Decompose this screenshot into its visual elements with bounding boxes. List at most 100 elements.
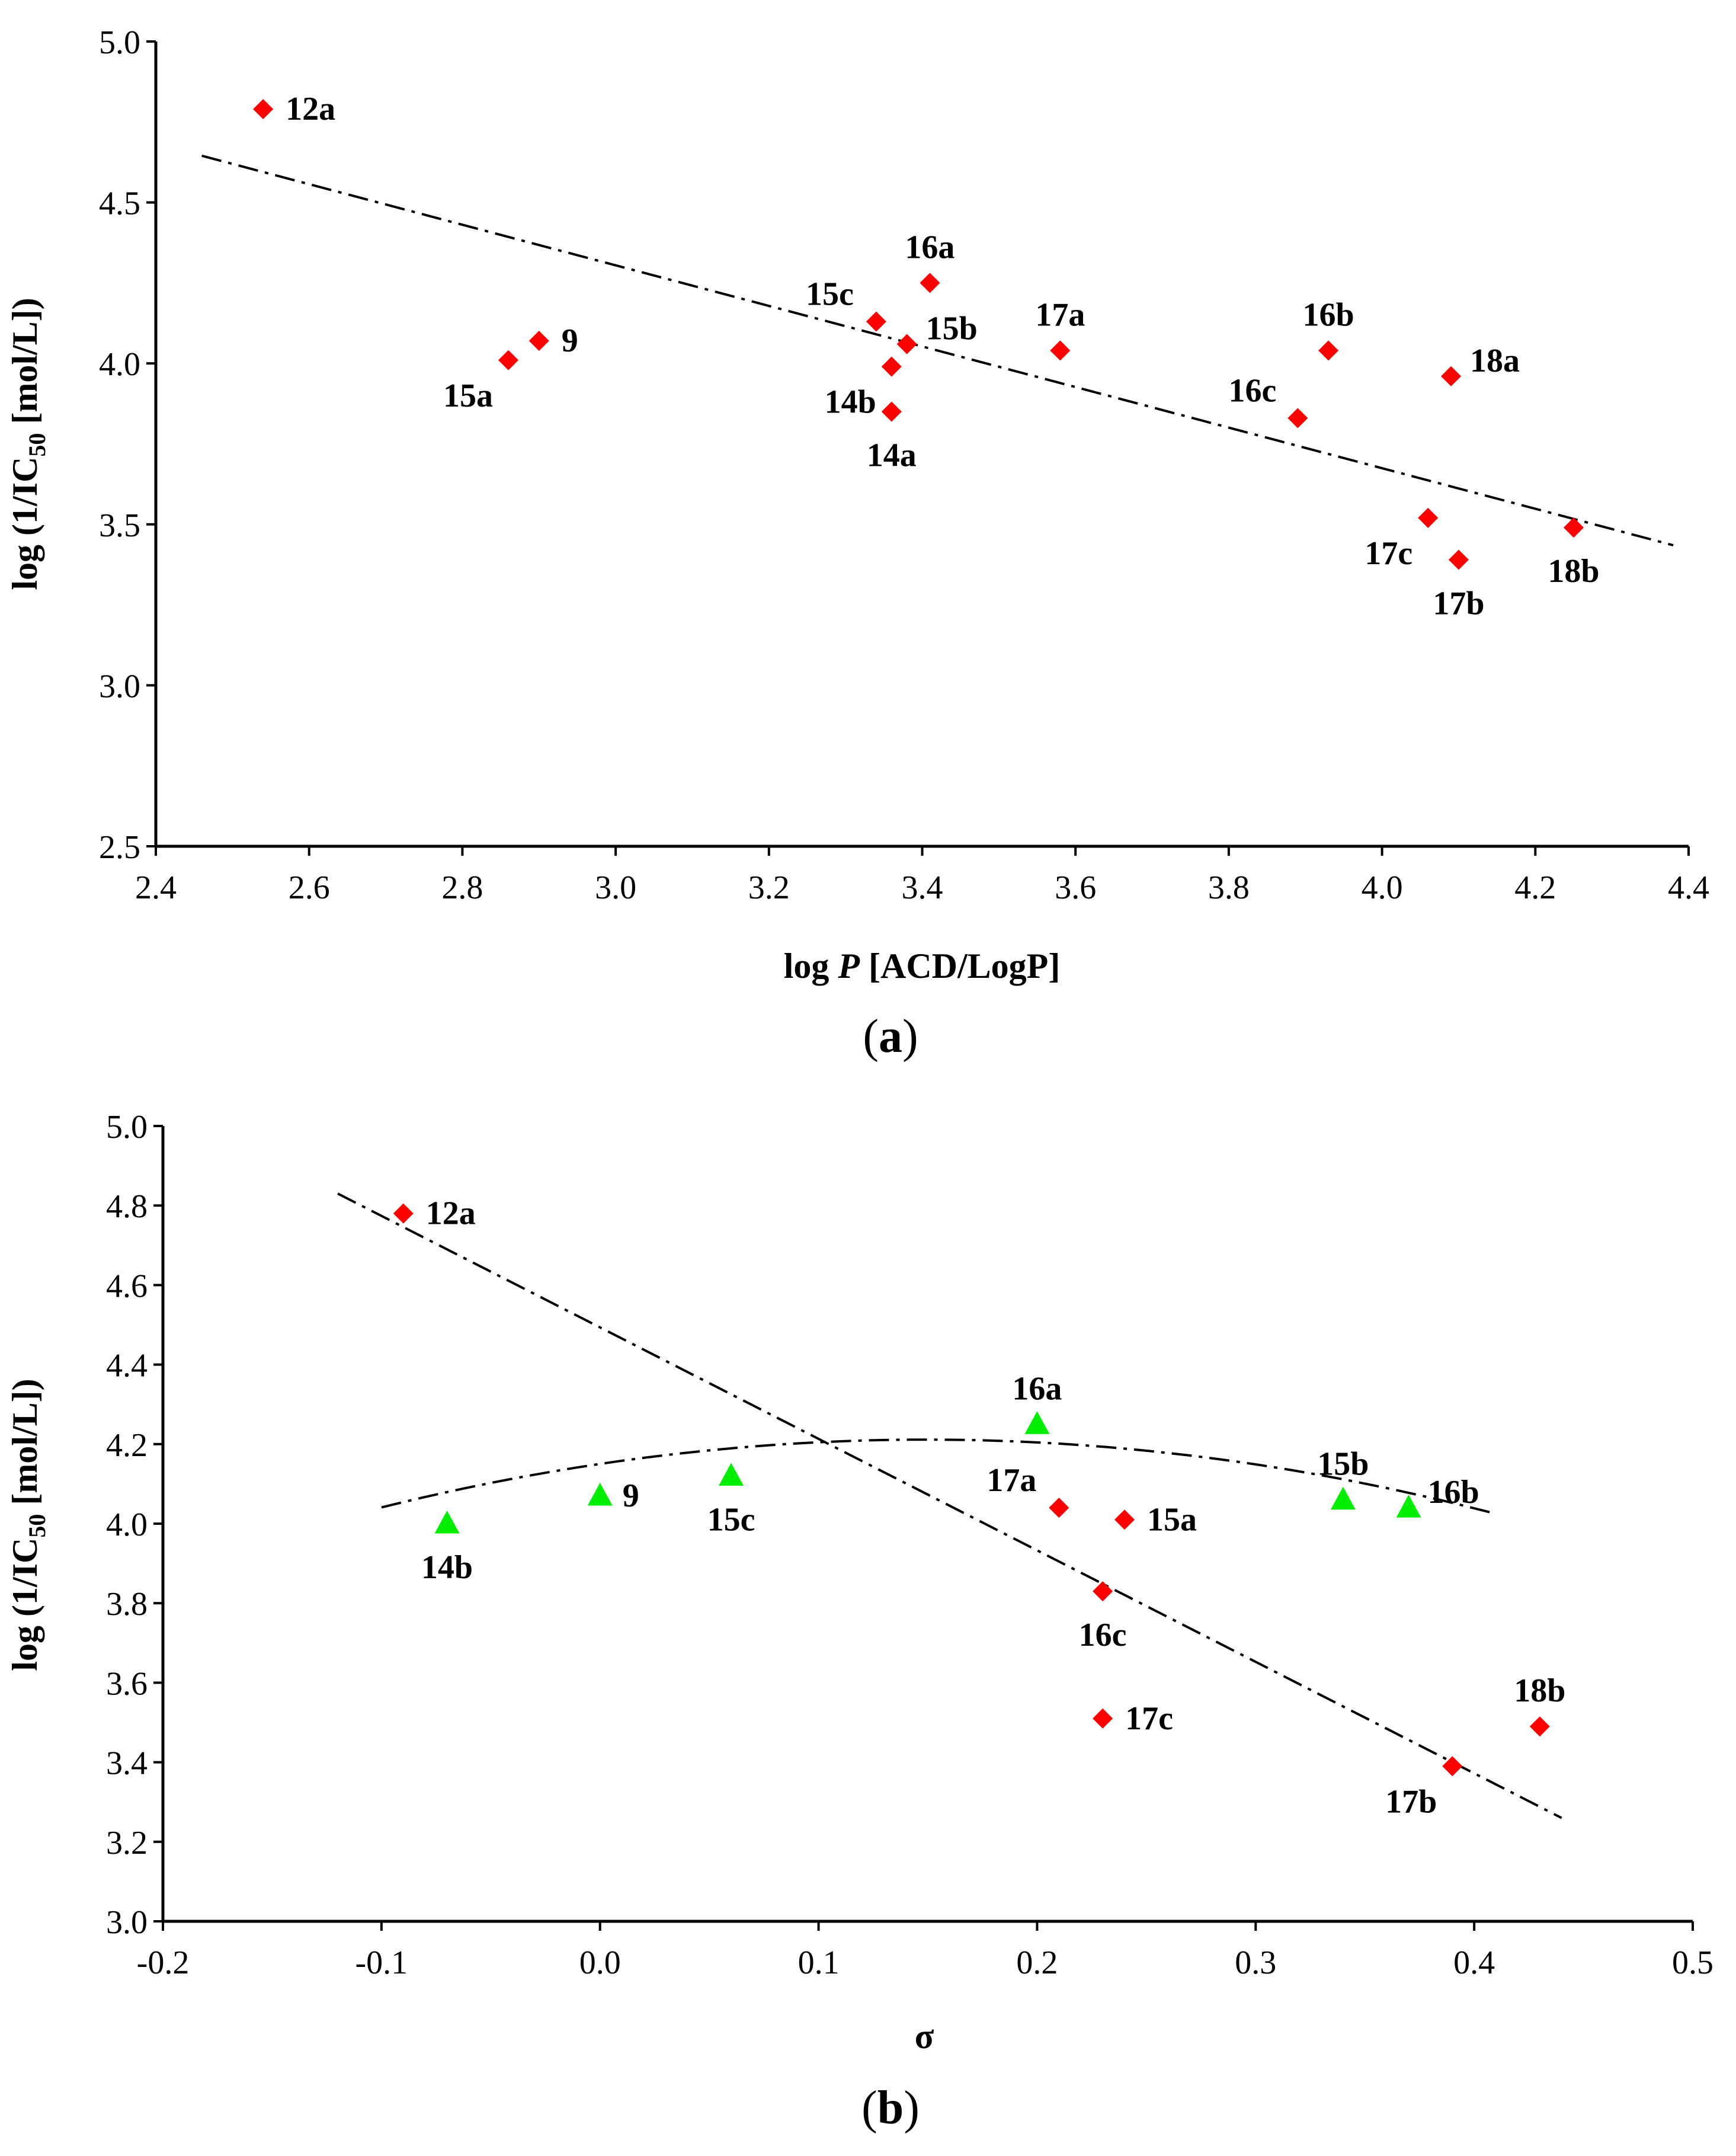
x-tick-label: 3.6 xyxy=(1055,869,1096,906)
point-label-15b: 15b xyxy=(926,311,978,347)
x-tick-label: 3.0 xyxy=(595,869,636,906)
point-label-12a: 12a xyxy=(286,91,335,127)
point-label-16a: 16a xyxy=(1012,1370,1062,1407)
point-label-9: 9 xyxy=(562,322,578,359)
panel-b-points xyxy=(393,1203,1550,1777)
point-label-16c: 16c xyxy=(1228,373,1276,410)
point-label-14a: 14a xyxy=(867,437,917,474)
data-point-diamond-15a xyxy=(1114,1509,1135,1530)
quadratic-trendline xyxy=(381,1438,1497,1515)
point-label-17b: 17b xyxy=(1433,586,1484,622)
data-point-diamond-14a xyxy=(881,401,902,422)
panel-b: 3.0 3.2 3.4 3.6 3.8 4.0 4.2 4.4 4.6 4.8 5.0 -0.2 -0.… xyxy=(5,1109,1713,2134)
x-tick-label: 0.3 xyxy=(1235,1944,1276,1981)
data-point-diamond-18b xyxy=(1529,1716,1550,1737)
y-tick-label: 3.5 xyxy=(99,507,140,544)
point-label-17c: 17c xyxy=(1125,1700,1173,1737)
x-tick-label: 4.4 xyxy=(1668,869,1709,906)
x-tick-label: 0.2 xyxy=(1016,1944,1058,1981)
panel-b-point-labels: 12a 17a 15a 16c 17c 17b 18b 14b 9 15c 16a 15b 16b xyxy=(421,1195,1565,1821)
x-tick-label: 4.2 xyxy=(1514,869,1556,906)
point-label-15a: 15a xyxy=(443,378,493,414)
x-tick-label: 3.8 xyxy=(1208,869,1250,906)
point-label-15c: 15c xyxy=(806,276,854,313)
data-point-diamond-17a xyxy=(1050,340,1071,361)
data-point-diamond-16a xyxy=(920,273,940,293)
data-point-diamond-12a xyxy=(393,1203,414,1224)
y-tick-label: 3.2 xyxy=(106,1825,148,1861)
data-point-diamond-17c xyxy=(1418,507,1439,528)
y-tick-label: 3.6 xyxy=(106,1665,148,1702)
point-label-9: 9 xyxy=(623,1477,639,1514)
data-point-triangle-15b xyxy=(1330,1486,1356,1510)
data-point-diamond-17b xyxy=(1442,1756,1463,1777)
data-point-diamond-18a xyxy=(1441,366,1462,386)
data-point-triangle-16b xyxy=(1396,1495,1421,1518)
panel-a-points xyxy=(253,99,1584,570)
data-point-diamond-16b xyxy=(1318,340,1339,361)
y-tick-label: 3.4 xyxy=(106,1745,148,1782)
panel-a: 2.5 3.0 3.5 4.0 4.5 5.0 2.4 2.6 2.8 3.0 3.2 3.4 3.6 3… xyxy=(5,24,1709,1063)
y-tick-label: 5.0 xyxy=(99,24,140,61)
data-point-diamond-17b xyxy=(1448,549,1469,570)
panel-a-trendlines xyxy=(201,154,1674,547)
data-point-diamond-18b xyxy=(1563,517,1584,538)
panel-a-y-axis-title: log (1/IC50 [mol/L]) xyxy=(5,298,50,590)
x-tick-label: 3.2 xyxy=(748,869,790,906)
x-tick-label: 0.4 xyxy=(1453,1944,1495,1981)
data-point-diamond-12a xyxy=(253,99,274,120)
y-tick-label: 4.6 xyxy=(106,1268,148,1304)
point-label-17c: 17c xyxy=(1365,535,1412,572)
point-label-15a: 15a xyxy=(1147,1501,1197,1538)
point-label-18b: 18b xyxy=(1548,553,1599,590)
point-label-15c: 15c xyxy=(707,1501,755,1538)
x-tick-label: 0.5 xyxy=(1672,1944,1713,1981)
linear-trendline xyxy=(201,154,1674,547)
x-tick-label: 2.6 xyxy=(289,869,330,906)
y-tick-label: 3.8 xyxy=(106,1586,148,1623)
y-tick-label: 4.2 xyxy=(106,1427,148,1464)
data-point-triangle-15c xyxy=(719,1463,744,1486)
x-tick-label: 2.4 xyxy=(135,869,177,906)
panel-a-x-axis-title: log P [ACD/LogP] xyxy=(784,946,1061,986)
data-point-diamond-16c xyxy=(1287,408,1308,428)
data-point-diamond-9 xyxy=(529,331,549,351)
panel-b-x-axis-title: σ xyxy=(915,2017,934,2056)
point-label-18b: 18b xyxy=(1514,1672,1565,1709)
panel-b-label: (b) xyxy=(861,2082,920,2134)
x-tick-label: 3.4 xyxy=(902,869,943,906)
x-tick-label: 0.0 xyxy=(579,1944,621,1981)
y-tick-label: 2.5 xyxy=(99,829,140,866)
point-label-15b: 15b xyxy=(1317,1446,1369,1483)
y-tick-label: 4.8 xyxy=(106,1188,148,1225)
data-point-diamond-15a xyxy=(498,350,519,370)
linear-trendline xyxy=(337,1192,1562,1819)
data-point-diamond-17c xyxy=(1093,1708,1113,1729)
data-point-triangle-9 xyxy=(587,1483,613,1506)
y-tick-label: 4.4 xyxy=(106,1348,148,1384)
point-label-16c: 16c xyxy=(1079,1617,1127,1653)
x-tick-label: -0.2 xyxy=(137,1944,190,1981)
point-label-16b: 16b xyxy=(1302,296,1354,333)
panel-a-point-labels: 12a 15a 9 15c 14b 14a 15b 16a 17a 16c 16b 17c 18a 17b… xyxy=(286,91,1599,622)
panel-b-y-axis-title: log (1/IC50 [mol/L]) xyxy=(5,1378,50,1671)
y-tick-label: 3.0 xyxy=(99,668,140,705)
data-point-triangle-14b xyxy=(434,1511,460,1534)
y-tick-label: 4.0 xyxy=(106,1506,148,1543)
point-label-16b: 16b xyxy=(1427,1474,1479,1511)
point-label-14b: 14b xyxy=(825,384,876,421)
point-label-16a: 16a xyxy=(905,229,955,265)
y-tick-label: 3.0 xyxy=(106,1904,148,1941)
x-tick-label: 2.8 xyxy=(441,869,483,906)
point-label-12a: 12a xyxy=(426,1195,476,1232)
x-tick-label: 0.1 xyxy=(798,1944,840,1981)
data-point-diamond-15b xyxy=(896,334,917,354)
panel-a-label: (a) xyxy=(863,1010,918,1063)
data-point-triangle-16a xyxy=(1024,1411,1050,1434)
x-tick-label: -0.1 xyxy=(355,1944,408,1981)
point-label-17a: 17a xyxy=(986,1462,1036,1499)
point-label-18a: 18a xyxy=(1470,343,1520,379)
point-label-17a: 17a xyxy=(1035,296,1085,333)
